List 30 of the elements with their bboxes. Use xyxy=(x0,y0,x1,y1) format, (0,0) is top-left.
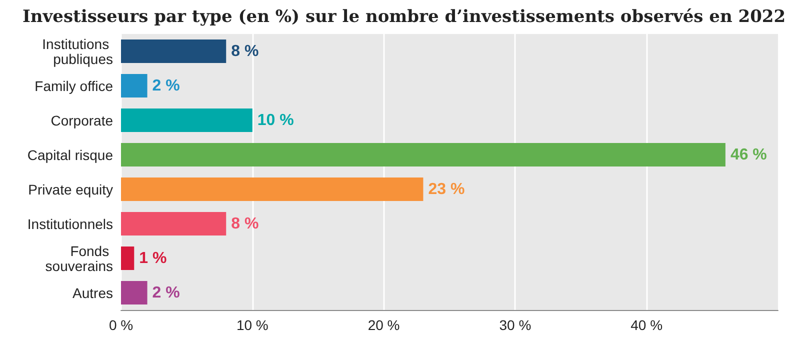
y-tick-label: Capital risque xyxy=(27,146,114,163)
y-tick-label: Private equity xyxy=(28,181,113,198)
y-tick-label: Autres xyxy=(72,284,113,301)
data-label: 8 % xyxy=(231,215,259,232)
y-tick-label: Institutionnels xyxy=(27,216,113,232)
bar xyxy=(121,40,226,63)
bar xyxy=(121,246,134,270)
data-label: 1 % xyxy=(139,250,167,267)
bar xyxy=(121,281,148,304)
y-tick-label: Corporate xyxy=(50,112,114,128)
y-tick-label: Institutions publiques xyxy=(42,36,113,67)
bar xyxy=(121,143,726,166)
data-label: 10 % xyxy=(257,112,294,129)
x-tick-label: 0 % xyxy=(108,317,134,333)
bar xyxy=(121,212,226,236)
data-label: 46 % xyxy=(730,146,767,164)
bar xyxy=(121,178,424,201)
bar xyxy=(121,74,148,98)
x-tick-label: 40 % xyxy=(630,317,663,333)
x-tick-label: 30 % xyxy=(499,317,532,333)
bar xyxy=(121,108,252,132)
y-tick-label: Family office xyxy=(34,78,114,94)
data-label: 8 % xyxy=(231,42,259,60)
x-tick-label: 10 % xyxy=(236,317,268,333)
y-tick-label: Fonds souverains xyxy=(45,242,113,274)
data-label: 2 % xyxy=(152,77,180,94)
data-label: 23 % xyxy=(428,180,465,198)
chart-title: Investisseurs par type (en %) sur le nombre d’investissements observés en 2022 xyxy=(21,6,787,29)
data-label: 2 % xyxy=(152,284,180,302)
x-tick-label: 20 % xyxy=(368,317,400,333)
